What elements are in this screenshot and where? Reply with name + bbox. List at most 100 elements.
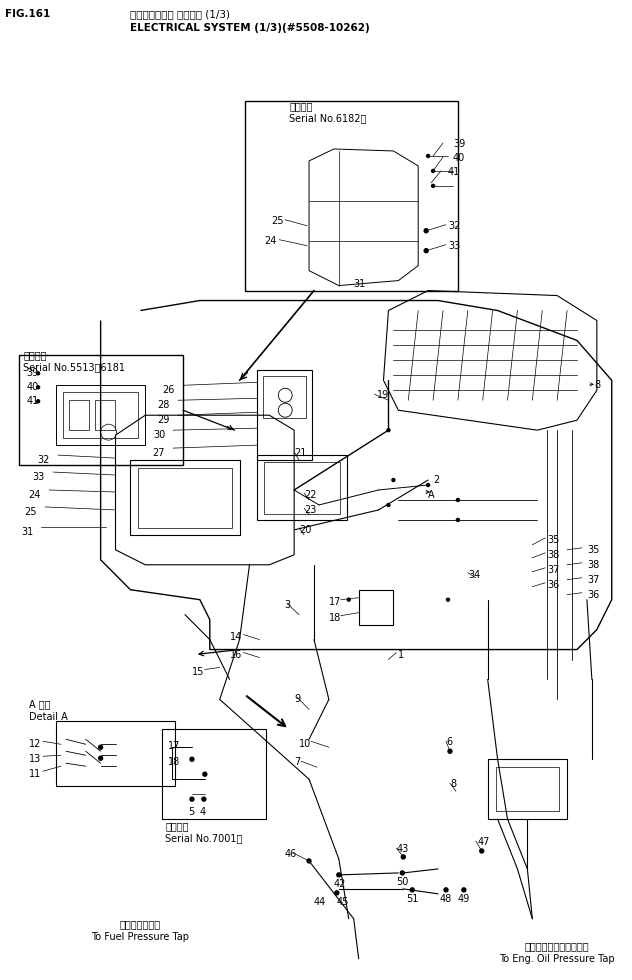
Text: 32: 32 — [38, 455, 50, 466]
Text: 41: 41 — [26, 396, 39, 407]
Text: 33: 33 — [448, 241, 460, 251]
Bar — [56, 721, 175, 786]
Text: 17: 17 — [168, 741, 181, 752]
Text: 29: 29 — [158, 416, 170, 425]
Bar — [63, 392, 138, 438]
Text: Detail A: Detail A — [29, 712, 68, 722]
Bar — [257, 455, 347, 520]
Circle shape — [480, 849, 483, 853]
Circle shape — [456, 499, 459, 502]
Circle shape — [202, 797, 206, 801]
Text: ELECTRICAL SYSTEM (1/3)(#5508-10262): ELECTRICAL SYSTEM (1/3)(#5508-10262) — [130, 24, 370, 33]
Text: 35: 35 — [587, 545, 599, 555]
Text: 31: 31 — [21, 527, 33, 537]
Text: 適用号機: 適用号機 — [23, 351, 47, 361]
Text: 4: 4 — [200, 808, 206, 817]
Text: Serial No.5513〘6181: Serial No.5513〘6181 — [23, 363, 125, 372]
Circle shape — [410, 888, 414, 892]
Circle shape — [347, 598, 350, 601]
Text: 13: 13 — [29, 755, 42, 764]
Text: 41: 41 — [448, 167, 460, 177]
Bar — [162, 729, 266, 819]
Text: 25: 25 — [25, 507, 37, 517]
Circle shape — [387, 428, 390, 431]
Text: To Fuel Pressure Tap: To Fuel Pressure Tap — [92, 932, 190, 942]
Circle shape — [307, 858, 311, 863]
Text: 22: 22 — [304, 490, 317, 500]
Text: A: A — [428, 490, 435, 500]
Text: 19: 19 — [377, 390, 389, 400]
Text: 40: 40 — [26, 382, 39, 392]
Text: エレクトリカル システム (1/3): エレクトリカル システム (1/3) — [130, 10, 231, 20]
Text: 3: 3 — [284, 600, 290, 610]
Circle shape — [203, 772, 207, 776]
Circle shape — [392, 478, 395, 481]
Text: 20: 20 — [299, 525, 312, 535]
Bar — [488, 760, 567, 819]
Text: 39: 39 — [453, 139, 465, 149]
Text: 9: 9 — [294, 695, 300, 705]
Text: 17: 17 — [329, 597, 341, 607]
Text: 2: 2 — [433, 475, 439, 485]
Text: 37: 37 — [547, 564, 559, 575]
Text: 43: 43 — [396, 844, 409, 854]
Text: 適用号機: 適用号機 — [289, 101, 313, 111]
Text: 23: 23 — [304, 505, 317, 514]
Text: 適用号機: 適用号機 — [165, 821, 188, 831]
Text: 48: 48 — [440, 894, 453, 904]
Text: 12: 12 — [29, 739, 42, 750]
Text: 39: 39 — [26, 368, 39, 378]
Text: FIG.161: FIG.161 — [5, 10, 51, 20]
Circle shape — [432, 184, 435, 187]
Text: 36: 36 — [547, 580, 559, 590]
Circle shape — [424, 249, 428, 253]
Text: 45: 45 — [337, 897, 349, 906]
Text: Serial No.7001〜: Serial No.7001〜 — [165, 833, 243, 843]
Circle shape — [335, 891, 339, 895]
Bar — [138, 468, 232, 528]
Bar — [95, 400, 114, 430]
Text: 32: 32 — [448, 220, 460, 230]
Text: 21: 21 — [294, 448, 307, 458]
Circle shape — [337, 873, 341, 877]
Text: 27: 27 — [153, 448, 165, 458]
Text: 18: 18 — [329, 612, 341, 622]
Bar — [495, 767, 559, 811]
Text: 18: 18 — [168, 758, 180, 767]
Bar — [56, 385, 145, 445]
Text: 44: 44 — [314, 897, 326, 906]
Text: 38: 38 — [547, 550, 559, 560]
Bar — [130, 460, 240, 535]
Circle shape — [190, 758, 194, 761]
Circle shape — [37, 386, 40, 389]
Bar — [19, 356, 183, 466]
Text: 8: 8 — [450, 779, 456, 789]
Bar — [69, 400, 88, 430]
Text: 34: 34 — [468, 569, 480, 580]
Text: To Eng. Oil Pressure Tap: To Eng. Oil Pressure Tap — [499, 954, 615, 963]
Text: 40: 40 — [453, 153, 465, 163]
Text: 15: 15 — [192, 667, 204, 677]
Text: A 等拡: A 等拡 — [29, 700, 51, 710]
Text: 33: 33 — [33, 472, 45, 482]
Circle shape — [427, 155, 430, 158]
Circle shape — [444, 888, 448, 892]
Text: Serial No.6182〜: Serial No.6182〜 — [289, 113, 367, 123]
Text: エンジン油圧計取出口へ: エンジン油圧計取出口へ — [525, 941, 590, 951]
Text: 50: 50 — [396, 877, 409, 887]
Circle shape — [190, 797, 194, 801]
Circle shape — [456, 518, 459, 521]
Text: 28: 28 — [158, 400, 170, 411]
Circle shape — [446, 598, 449, 601]
Text: 30: 30 — [153, 430, 165, 440]
Text: 11: 11 — [29, 769, 42, 779]
Text: 47: 47 — [478, 837, 490, 847]
Text: 8: 8 — [595, 380, 601, 390]
Circle shape — [387, 504, 390, 507]
Text: 14: 14 — [229, 631, 242, 642]
Text: 16: 16 — [229, 650, 242, 660]
Text: 49: 49 — [458, 894, 470, 904]
Circle shape — [37, 371, 40, 374]
Text: 10: 10 — [299, 739, 312, 750]
Bar — [257, 370, 312, 460]
